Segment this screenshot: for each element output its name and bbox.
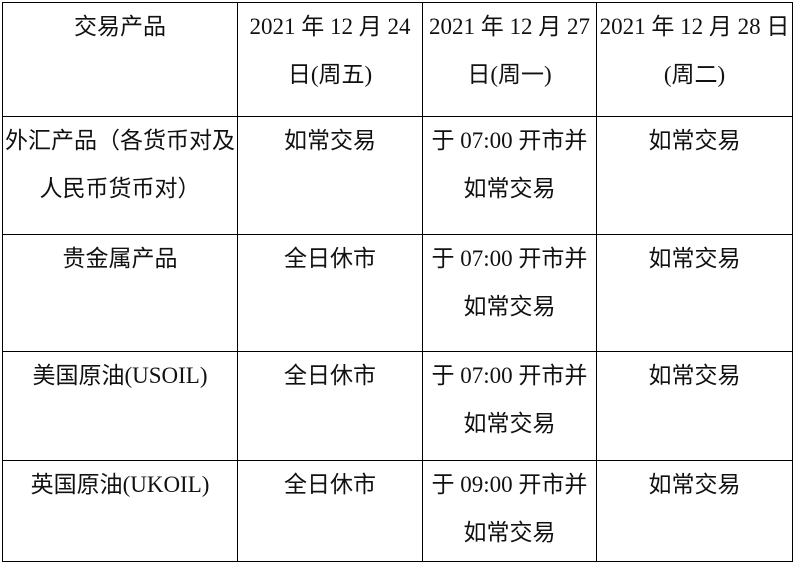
cell: 于 07:00 开市并如常交易 <box>422 351 597 461</box>
cell: 于 07:00 开市并如常交易 <box>422 234 597 352</box>
cell: 美国原油(USOIL) <box>2 351 238 461</box>
header-cell: 2021 年 12 月 24 日(周五) <box>237 2 423 117</box>
header-cell: 2021 年 12 月 27 日(周一) <box>422 2 597 117</box>
header-cell: 交易产品 <box>2 2 238 117</box>
cell: 如常交易 <box>237 116 423 235</box>
cell: 于 09:00 开市并如常交易 <box>422 460 597 562</box>
data-row: 英国原油(UKOIL) 全日休市于 09:00 开市并如常交易 如常交易 <box>2 460 793 562</box>
cell: 英国原油(UKOIL) <box>2 460 238 562</box>
cell: 如常交易 <box>596 234 793 352</box>
data-row: 美国原油(USOIL) 全日休市于 07:00 开市并如常交易 如常交易 <box>2 351 793 461</box>
header-cell: 2021 年 12 月 28 日(周二) <box>596 2 793 117</box>
cell: 如常交易 <box>596 460 793 562</box>
cell: 全日休市 <box>237 351 423 461</box>
cell: 全日休市 <box>237 234 423 352</box>
cell: 于 07:00 开市并如常交易 <box>422 116 597 235</box>
cell: 全日休市 <box>237 460 423 562</box>
header-row: 交易产品 2021 年 12 月 24 日(周五) 2021 年 12 月 27 日… <box>2 2 793 117</box>
data-row: 外汇产品（各货币对及人民币货币对） 如常交易于 07:00 开市并如常交易 如常交易 <box>2 116 793 235</box>
cell: 如常交易 <box>596 351 793 461</box>
cell: 如常交易 <box>596 116 793 235</box>
cell: 贵金属产品 <box>2 234 238 352</box>
cell: 外汇产品（各货币对及人民币货币对） <box>2 116 238 235</box>
data-row: 贵金属产品 全日休市于 07:00 开市并如常交易 如常交易 <box>2 234 793 352</box>
